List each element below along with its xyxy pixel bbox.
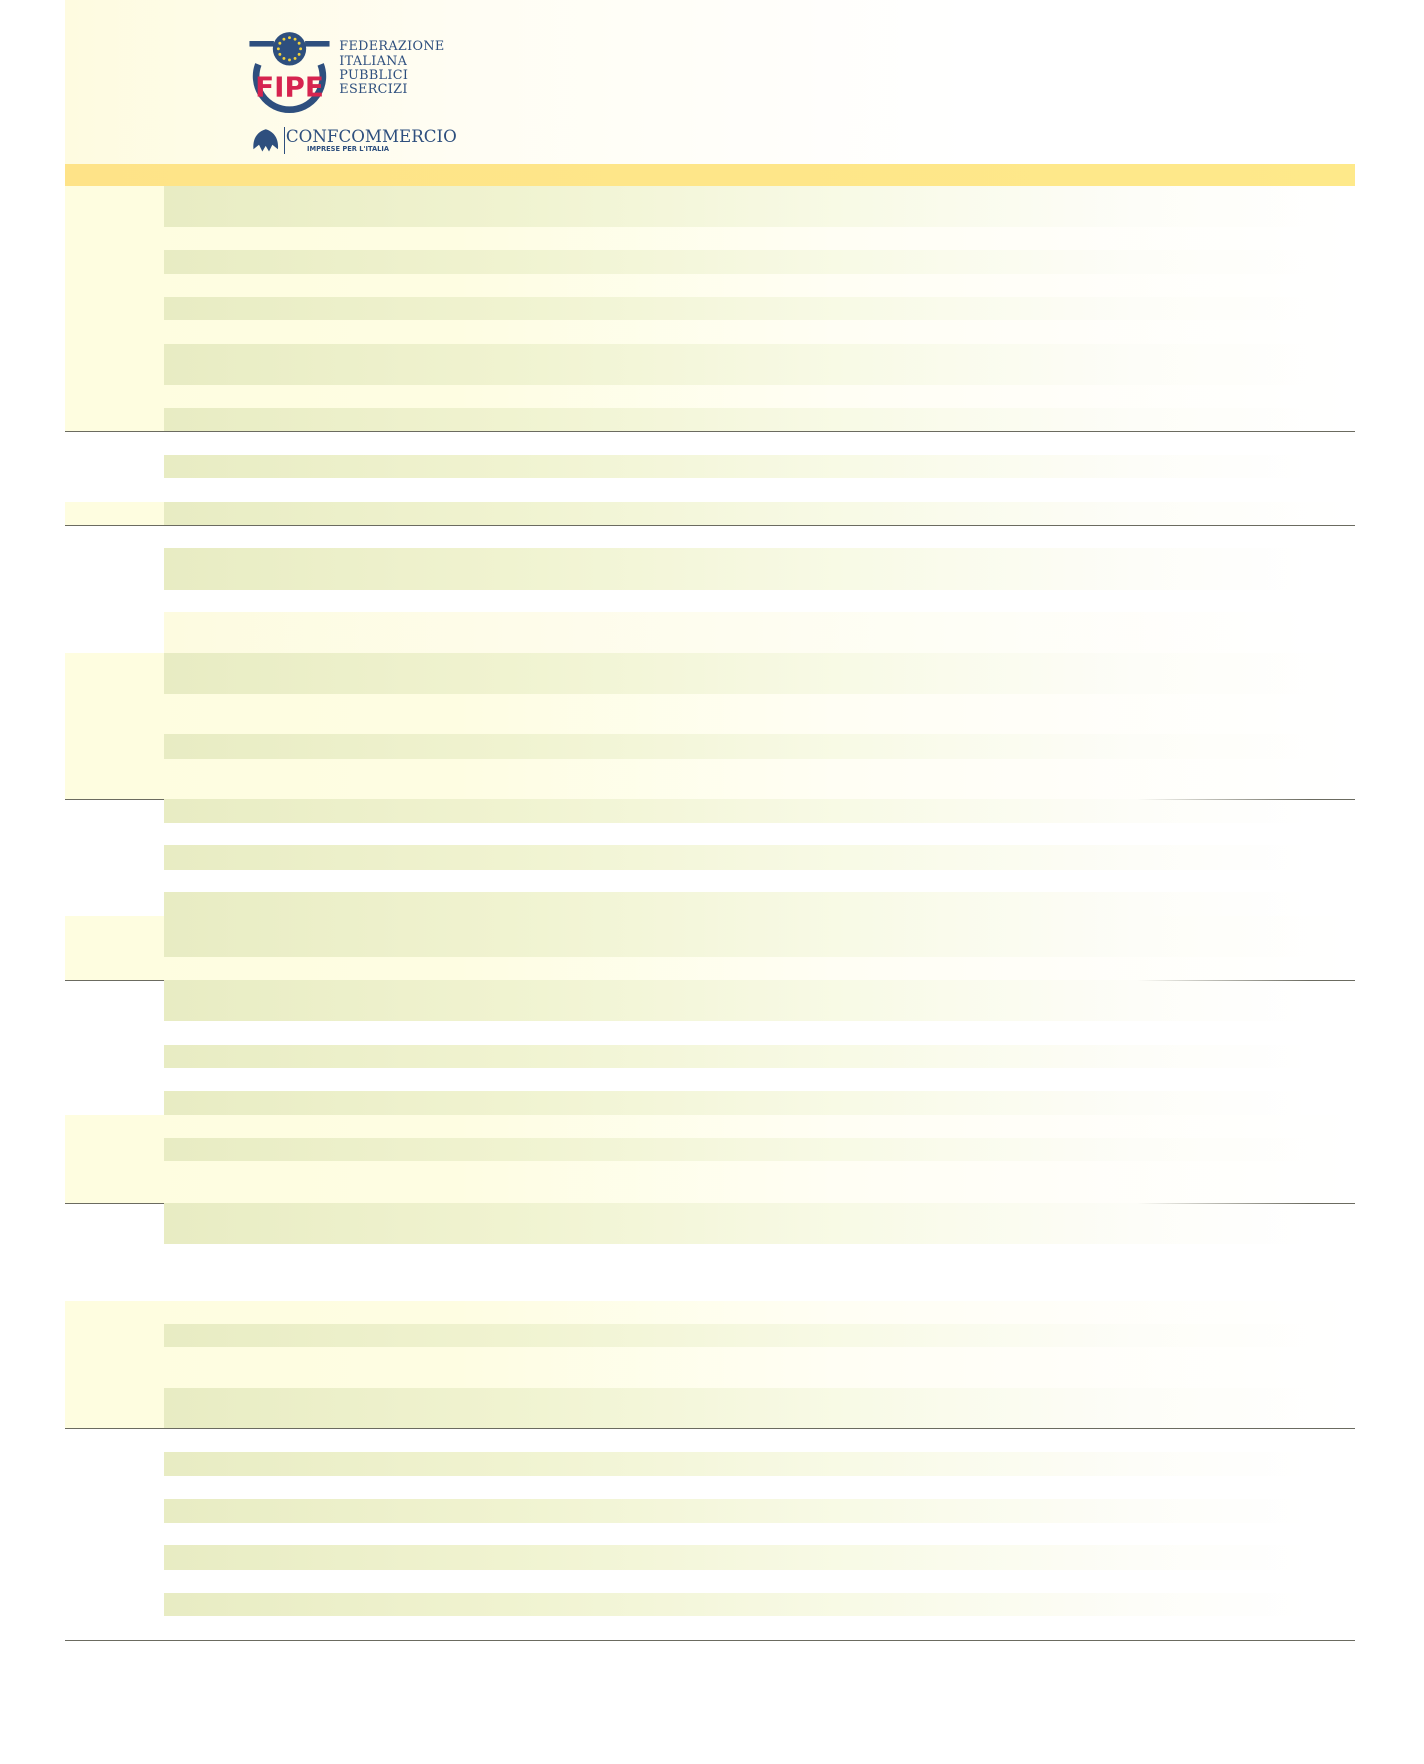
table-row-group bbox=[65, 431, 1356, 502]
table-row-stripe bbox=[163, 1498, 1310, 1523]
table-row-stripe bbox=[163, 1545, 1310, 1570]
table-row-stripe bbox=[163, 892, 1310, 916]
table-row-stripe bbox=[163, 1202, 1310, 1244]
table-header-band bbox=[64, 163, 1356, 186]
federation-line: ITALIANA bbox=[339, 53, 408, 69]
table-divider bbox=[64, 1428, 1356, 1430]
table-row-stripe bbox=[163, 185, 1310, 227]
table-row-stripe bbox=[163, 1388, 1310, 1429]
table-row-stripe bbox=[163, 980, 1310, 1022]
federation-line: ESERCIZI bbox=[339, 82, 408, 98]
star-icon bbox=[287, 58, 291, 62]
star-icon bbox=[298, 47, 302, 51]
table-row-stripe bbox=[163, 915, 1310, 957]
table-row-stripe bbox=[163, 1593, 1310, 1617]
eagle-icon bbox=[253, 129, 279, 152]
star-icon bbox=[297, 53, 301, 56]
table-row-group bbox=[65, 980, 1356, 1115]
star-icon bbox=[287, 36, 291, 40]
table-divider bbox=[64, 1639, 1356, 1641]
table-row-stripe bbox=[163, 455, 1310, 479]
table-row-stripe bbox=[163, 548, 1310, 590]
table-row-group bbox=[64, 185, 1356, 431]
table-row-stripe bbox=[163, 501, 1310, 526]
fipe-emblem-icon: FIPE bbox=[249, 32, 330, 114]
table-row-stripe bbox=[163, 1091, 1310, 1115]
logo-divider bbox=[283, 126, 285, 154]
star-icon bbox=[278, 41, 282, 45]
table-row-group bbox=[64, 1300, 1356, 1429]
table-row-stripe bbox=[163, 1138, 1310, 1162]
confcommercio-tagline: IMPRESE PER L'ITALIA bbox=[307, 144, 390, 153]
table-row-stripe bbox=[163, 408, 1310, 431]
table-row-stripe bbox=[163, 734, 1310, 759]
table-row-group bbox=[65, 798, 1356, 916]
star-icon bbox=[282, 37, 286, 41]
fipe-wordmark: FIPE bbox=[255, 71, 324, 104]
table-row-group bbox=[65, 1428, 1356, 1639]
fipe-logo: FIPE FEDERAZIONE ITALIANA PUBBLICI ESERC… bbox=[245, 31, 457, 156]
table-row-group bbox=[64, 653, 1356, 799]
table-row-group bbox=[64, 1114, 1356, 1203]
table-row-group bbox=[65, 1202, 1356, 1301]
federation-line: PUBBLICI bbox=[339, 67, 409, 83]
federation-name: FEDERAZIONE ITALIANA PUBBLICI ESERCIZI bbox=[339, 39, 445, 98]
table-row-stripe bbox=[163, 297, 1310, 321]
confcommercio-wordmark: CONFCOMMERCIO bbox=[285, 126, 457, 146]
table-row-stripe bbox=[163, 611, 1310, 654]
header-background bbox=[64, 0, 1356, 164]
table-row-stripe bbox=[163, 798, 1310, 824]
table-row-stripe bbox=[163, 845, 1310, 870]
table-row-stripe bbox=[163, 1323, 1310, 1348]
federation-line: FEDERAZIONE bbox=[339, 39, 445, 55]
table-row-stripe bbox=[163, 1451, 1310, 1477]
star-icon bbox=[278, 53, 282, 56]
table-row-stripe bbox=[163, 250, 1310, 274]
table-divider bbox=[64, 525, 1356, 526]
table-divider bbox=[64, 430, 1356, 432]
star-icon bbox=[293, 37, 297, 41]
star-icon bbox=[276, 47, 280, 51]
table-row-group bbox=[64, 501, 1356, 526]
table-row-stripe bbox=[163, 343, 1310, 385]
star-icon bbox=[282, 57, 286, 61]
table-row-stripe bbox=[163, 1044, 1310, 1068]
table-row-group bbox=[65, 525, 1356, 654]
star-icon bbox=[297, 41, 301, 45]
table-row-stripe bbox=[163, 653, 1310, 695]
star-icon bbox=[293, 57, 297, 61]
table-row-group bbox=[64, 915, 1356, 981]
